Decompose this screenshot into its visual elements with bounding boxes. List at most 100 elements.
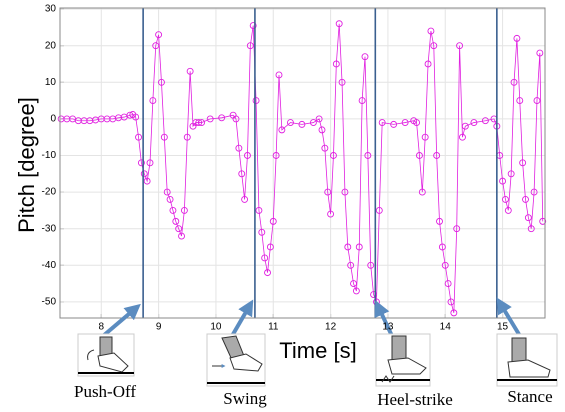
data-point [149,97,157,105]
data-point [321,144,329,152]
data-point [522,195,529,203]
data-point [416,152,423,159]
data-point [430,42,438,50]
x-tick-label: 9 [156,322,162,333]
arrow [496,297,522,338]
data-point [361,53,369,61]
y-tick-label: 10 [45,77,57,88]
y-tick-label: 20 [45,40,57,51]
event-label: Push-Off [74,382,136,401]
data-point [347,261,355,269]
data-point [375,206,383,214]
y-tick-label: -40 [42,260,57,271]
data-point [447,298,455,306]
data-point [458,133,466,141]
y-tick-label: -20 [42,187,57,198]
data-point [352,287,360,295]
data-point [470,119,478,127]
data-point [287,119,294,127]
data-point [309,119,317,127]
event-label: Swing [223,389,267,408]
data-point [160,133,168,141]
arrow [230,299,254,338]
data-point [238,170,246,178]
y-tick-label: -50 [42,297,57,308]
data-point [441,261,449,269]
data-point [183,133,191,141]
data-point [367,261,375,269]
series-line [61,23,544,313]
data-point [418,188,426,196]
data-point [358,97,366,105]
data-point [510,78,518,86]
data-point [180,206,188,214]
data-point [195,119,203,127]
data-point [275,71,283,79]
data-point [536,49,544,57]
data-point [158,78,165,86]
data-point [269,217,277,225]
data-point [539,217,547,225]
y-tick-label: 0 [50,114,56,125]
data-point [166,195,174,203]
data-point [504,206,512,214]
data-point [330,152,337,159]
data-point [172,217,180,225]
data-point [413,119,421,127]
data-point [152,42,160,50]
x-tick-label: 15 [497,322,509,333]
data-point [338,78,346,86]
y-tick-label: -30 [42,223,57,234]
data-point [246,42,254,50]
arrows [101,297,522,338]
data-point [272,152,280,159]
data-point [135,133,142,141]
data-point [481,117,489,125]
data-point [175,225,183,233]
plot-frame [59,7,546,319]
data-point [444,280,452,288]
data-point [298,120,306,128]
data-point [335,20,343,28]
data-point [140,170,148,178]
data-point [433,152,441,159]
data-point [370,291,378,299]
data-point [206,115,214,123]
data-point [533,97,541,105]
data-point [450,309,458,317]
data-point [350,280,357,288]
event-label: Heel-strike [377,390,453,409]
data-point [527,225,535,233]
data-point [266,243,274,251]
data-point [252,97,260,105]
data-point [427,27,435,35]
data-point [499,177,507,185]
data-point [178,232,185,240]
data-point [436,217,443,225]
data-point [461,122,469,130]
data-point [364,152,372,159]
data-point [456,42,464,50]
icon-swing [206,333,266,387]
data-point [438,243,446,251]
data-point [261,254,269,262]
y-tick-label: -10 [42,150,57,161]
data-point [513,34,521,42]
data-point [255,206,263,214]
x-tick-label: 12 [325,322,337,333]
data-point [501,195,509,203]
data-point [143,177,151,185]
x-tick-label: 8 [98,322,104,333]
data-point [519,159,527,167]
data-point [327,210,335,218]
x-tick-label: 11 [268,322,279,333]
data-point [244,152,251,159]
event-label: Stance [507,387,552,406]
data-point [516,97,524,105]
arrow [374,300,394,337]
x-tick-label: 14 [440,322,452,333]
y-tick-label: 30 [45,4,57,15]
data-point [278,126,286,134]
